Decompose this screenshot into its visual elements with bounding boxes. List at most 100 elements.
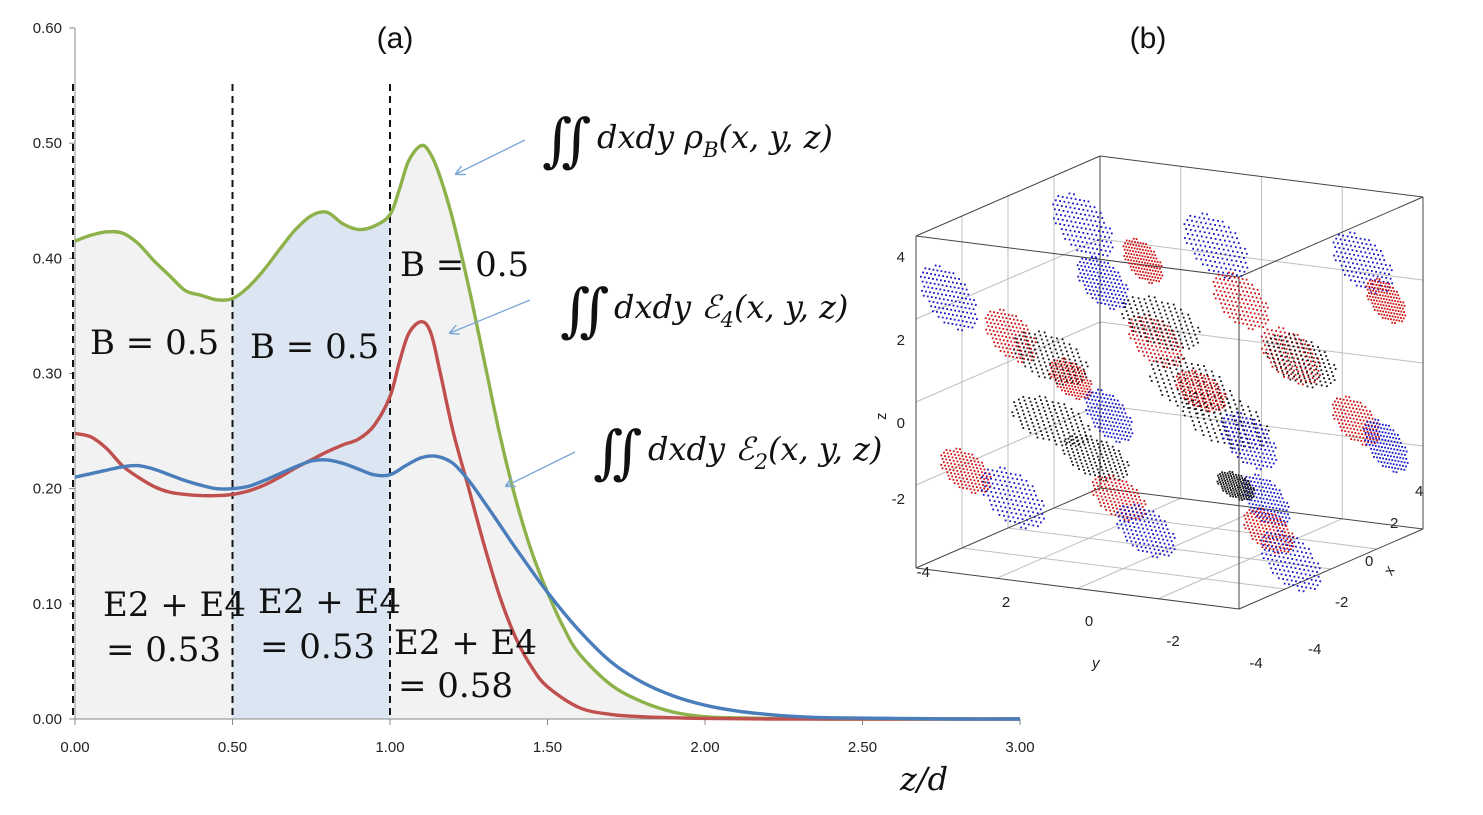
scatter-point (1396, 448, 1399, 451)
scatter-point (1378, 306, 1381, 309)
scatter-point (1196, 234, 1199, 237)
scatter-point (1286, 578, 1289, 581)
scatter-point (1140, 512, 1143, 515)
scatter-point (1237, 412, 1240, 414)
scatter-point (1058, 345, 1061, 348)
scatter-point (1004, 313, 1006, 316)
scatter-point (1308, 548, 1310, 550)
scatter-point (1021, 324, 1024, 326)
scatter-point (1217, 424, 1220, 427)
scatter-point (1284, 574, 1287, 576)
scatter-point (1271, 353, 1274, 356)
scatter-point (1140, 346, 1143, 349)
scatter-point (1030, 506, 1033, 509)
scatter-point (1248, 528, 1251, 530)
scatter-point (1064, 407, 1067, 409)
scatter-point (1384, 446, 1386, 449)
scatter-point (1277, 564, 1280, 566)
cube-box (915, 155, 1424, 610)
scatter-point (1250, 499, 1253, 502)
scatter-point (1280, 573, 1283, 576)
scatter-point (1072, 370, 1075, 373)
scatter-point (998, 501, 1001, 503)
scatter-point (1115, 305, 1117, 307)
scatter-point (1200, 258, 1203, 261)
scatter-point (1104, 401, 1107, 404)
scatter-point (1077, 367, 1079, 370)
scatter-point (1105, 486, 1107, 489)
scatter-point (1067, 437, 1070, 440)
scatter-point (1242, 481, 1245, 484)
scatter-point (1172, 533, 1175, 535)
scatter-point (1158, 385, 1161, 388)
scatter-point (1108, 285, 1110, 287)
scatter-point (1064, 420, 1066, 423)
scatter-point (978, 483, 981, 486)
scatter-point (1173, 548, 1176, 551)
scatter-point (1275, 507, 1278, 510)
scatter-point (1120, 419, 1123, 421)
scatter-point (1277, 552, 1280, 555)
scatter-point (1144, 271, 1147, 274)
scatter-point (1027, 523, 1030, 526)
scatter-point (1292, 333, 1295, 335)
scatter-point (1065, 365, 1068, 368)
scatter-point (1115, 440, 1118, 443)
scatter-point (1222, 425, 1224, 428)
scatter-point (1286, 355, 1288, 358)
scatter-point (1353, 267, 1356, 269)
scatter-point (1397, 460, 1400, 463)
scatter-point (1141, 328, 1144, 330)
scatter-point (1353, 438, 1356, 441)
scatter-point (1119, 407, 1122, 410)
scatter-point (1071, 211, 1073, 214)
scatter-point (1133, 247, 1136, 250)
scatter-point (1220, 266, 1223, 269)
scatter-point (1073, 374, 1075, 376)
scatter-point (1259, 515, 1262, 518)
scatter-point (1136, 545, 1138, 548)
scatter-point (1019, 402, 1021, 405)
scatter-point (1221, 471, 1223, 474)
scatter-point (1268, 562, 1271, 565)
scatter-point (1125, 503, 1128, 505)
scatter-point (1403, 461, 1406, 464)
scatter-point (1147, 265, 1150, 268)
scatter-point (1203, 365, 1205, 367)
scatter-point (1294, 361, 1297, 364)
scatter-point (1215, 388, 1217, 391)
scatter-point (1040, 399, 1042, 401)
scatter-point (1396, 290, 1398, 293)
scatter-point (1256, 532, 1259, 535)
scatter-point (1302, 351, 1305, 354)
scatter-point (1020, 350, 1023, 352)
scatter-point (1291, 341, 1293, 344)
scatter-point (1156, 381, 1159, 383)
scatter-point (1251, 538, 1254, 540)
scatter-point (1257, 439, 1259, 442)
scatter-point (1236, 411, 1238, 414)
scatter-point (1047, 421, 1050, 424)
scatter-point (1107, 273, 1110, 276)
scatter-point (1357, 254, 1360, 257)
scatter-point (1236, 486, 1239, 489)
scatter-point (1390, 432, 1393, 435)
scatter-point (1323, 351, 1326, 353)
scatter-point (1372, 437, 1374, 439)
scatter-point (1163, 542, 1166, 545)
scatter-point (1139, 342, 1141, 345)
scatter-point (1234, 439, 1237, 442)
scatter-point (1071, 442, 1074, 445)
scatter-point (1163, 339, 1166, 342)
scatter-point (1275, 546, 1277, 549)
scatter-point (1244, 477, 1246, 480)
scatter-point (1044, 427, 1047, 430)
scatter-point (1379, 258, 1381, 261)
scatter-point (1123, 427, 1126, 429)
scatter-point (1060, 440, 1062, 443)
scatter-point (999, 350, 1002, 352)
scatter-point (982, 480, 985, 483)
scatter-point (1207, 375, 1209, 378)
scatter-point (1218, 286, 1220, 288)
scatter-point (1378, 438, 1381, 440)
